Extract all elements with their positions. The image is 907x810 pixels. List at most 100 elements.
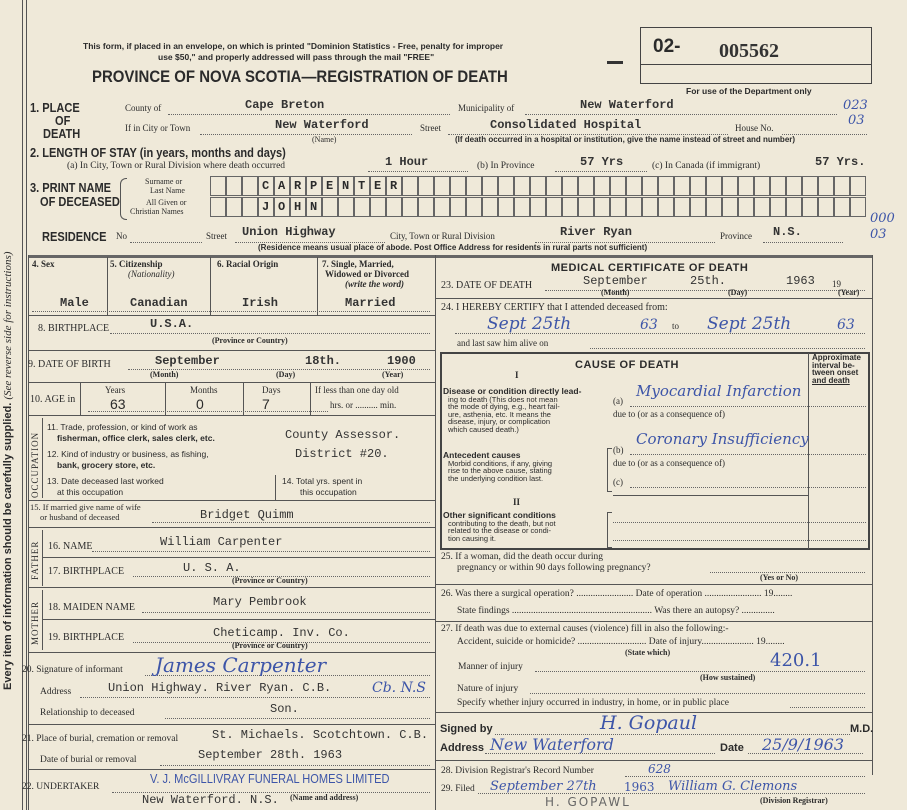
dept-code: 023 <box>843 98 868 113</box>
name-letter-box <box>530 197 546 217</box>
relationship-label: Relationship to deceased <box>40 708 135 718</box>
name-letter-box <box>594 176 610 196</box>
occupation-trade-value: County Assessor. <box>285 428 401 442</box>
due-to-label: due to (or as a consequence of) <box>613 409 725 419</box>
part-two-label: II <box>513 497 521 507</box>
informant-address-label: Address <box>40 687 72 697</box>
sex-label: 4. Sex <box>32 259 55 269</box>
cause-of-death-box <box>440 352 870 550</box>
name-letter-box <box>498 197 514 217</box>
residence-street-label: Street <box>206 231 227 241</box>
month-note: (Month) <box>150 370 179 379</box>
margin-rule <box>26 0 27 810</box>
industry-label: bank, grocery store, etc. <box>57 460 156 470</box>
filed-date: September 27th <box>490 779 597 794</box>
name-letter-box <box>610 176 626 196</box>
registration-number-box: 02- 005562 <box>640 27 872 84</box>
to-label: to <box>672 321 680 331</box>
father-name-value: William Carpenter <box>160 535 283 549</box>
occupation-side-label: OCCUPATION <box>30 431 40 498</box>
name-letter-box <box>402 197 418 217</box>
registration-number: 005562 <box>719 40 779 62</box>
street-value: Consolidated Hospital <box>490 118 642 132</box>
name-letter-box <box>210 197 226 217</box>
mother-side-label: MOTHER <box>30 601 40 645</box>
dod-month: September <box>583 274 648 288</box>
external-causes-question: 27. If death was due to external causes … <box>441 624 729 634</box>
last-worked-label: 13. Date deceased last worked <box>47 476 164 486</box>
physician-address: New Waterford <box>490 735 614 754</box>
name-letter-box <box>514 176 530 196</box>
cause-b-label: (b) <box>613 445 624 455</box>
name-letter-box <box>642 197 658 217</box>
registration-prefix: 02- <box>653 36 681 57</box>
name-letter-box <box>418 176 434 196</box>
name-letter-box <box>786 197 802 217</box>
informant-signature: James Carpenter <box>155 653 327 677</box>
province-country-note: (Province or Country) <box>232 641 308 650</box>
name-letter-box <box>674 176 690 196</box>
occupation-trade-label: fisherman, office clerk, sales clerk, et… <box>57 433 215 443</box>
name-letter-box <box>210 176 226 196</box>
name-letter-box <box>450 176 466 196</box>
sex-value: Male <box>60 296 89 310</box>
dept-code: 03 <box>870 227 887 242</box>
surname-label: Last Name <box>150 186 185 195</box>
name-letter-box <box>274 197 290 217</box>
municipality-value: New Waterford <box>580 98 674 112</box>
stay-canada-label: (c) In Canada (if immigrant) <box>652 161 761 171</box>
name-letter-box <box>834 176 850 196</box>
stay-city-label: (a) In City, Town or Rural Division wher… <box>67 161 286 171</box>
given-names-label: All Given or <box>146 198 187 207</box>
signed-by-label: Signed by <box>440 723 493 735</box>
stay-canada-value: 57 Yrs. <box>815 155 866 169</box>
father-side-label: FATHER <box>30 540 40 580</box>
record-number: 628 <box>648 762 671 776</box>
racial-origin-label: 6. Racial Origin <box>217 259 279 269</box>
name-letter-box <box>770 176 786 196</box>
marital-label: Widowed or Divorced <box>325 269 410 279</box>
street-label: Street <box>420 123 441 133</box>
birthplace-label: 8. BIRTHPLACE <box>38 323 110 334</box>
dob-label: 9. DATE OF BIRTH <box>28 359 111 370</box>
cause-b-value: Coronary Insufficiency <box>636 430 809 448</box>
mother-birthplace-label: 19. BIRTHPLACE <box>48 632 125 643</box>
print-name-label: OF DECEASED <box>40 194 120 209</box>
name-letter-box <box>722 197 738 217</box>
county-value: Cape Breton <box>245 98 325 112</box>
signature-date: 25/9/1963 <box>762 735 845 754</box>
surname-label: Surname or <box>145 177 183 186</box>
undertaker-address: New Waterford. N.S. <box>142 793 279 807</box>
filed-year: 1963 <box>624 780 655 794</box>
months-label: Months <box>190 385 218 395</box>
name-letter-box <box>658 197 674 217</box>
other-conditions-label: Other significant conditions contributin… <box>443 510 556 543</box>
attended-from-year: 63 <box>640 317 658 333</box>
racial-origin-value: Irish <box>242 296 279 310</box>
name-letter-box <box>242 176 258 196</box>
city-value: New Waterford <box>275 118 369 132</box>
part-one-label: I <box>515 370 519 380</box>
name-letter-box <box>786 176 802 196</box>
name-letter-box <box>530 176 546 196</box>
state-which-note: (State which) <box>625 648 671 657</box>
less-than-day-label: If less than one day old <box>315 385 399 395</box>
name-letter-box <box>738 176 754 196</box>
dod-day: 25th. <box>690 274 727 288</box>
registrar-signature: William G. Clemons <box>668 779 798 794</box>
injury-place-label: Specify whether injury occurred in indus… <box>457 698 729 708</box>
municipality-label: Municipality of <box>458 103 515 113</box>
name-letter-box <box>626 197 642 217</box>
date-of-death-label: 23. DATE OF DEATH <box>441 280 533 291</box>
name-letter-box <box>834 197 850 217</box>
name-letter-box <box>466 176 482 196</box>
name-letter-box <box>610 197 626 217</box>
birthplace-value: U.S.A. <box>150 317 194 331</box>
name-letter-box <box>482 176 498 196</box>
citizenship-value: Canadian <box>130 296 188 310</box>
father-name-label: 16. NAME <box>48 541 93 552</box>
dob-month: September <box>155 354 220 368</box>
hrs-min-label: hrs. or .......... min. <box>330 400 397 410</box>
hospital-note: (If death occurred in a hospital or inst… <box>455 135 796 144</box>
md-label: M.D. <box>850 723 874 735</box>
